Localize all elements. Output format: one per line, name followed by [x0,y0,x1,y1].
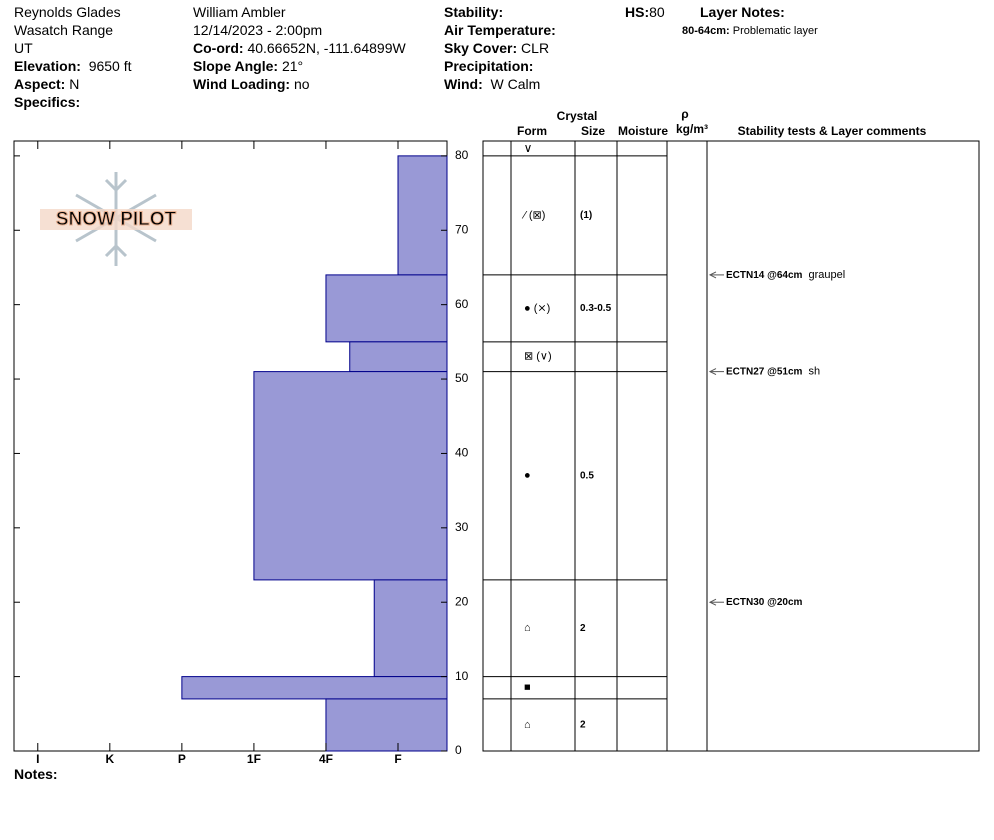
notes: Notes: [14,766,58,782]
label: Aspect: [14,76,66,92]
value: no [293,76,310,92]
y-tick-label: 20 [455,594,469,608]
layer-notes: Layer Notes: [700,4,785,20]
y-tick-label: 70 [455,222,469,236]
specifics: Specifics: [14,94,81,110]
test-arrowhead [708,271,717,279]
x-tick-label: P [178,752,186,766]
precip: Precipitation: [444,58,534,74]
wind: Wind: W Calm [444,75,540,93]
y-tick-label: 40 [455,446,469,460]
comments-header: Stability tests & Layer comments [738,124,927,138]
crystal-form: ⊠ (∨) [524,351,552,363]
label: Elevation: [14,58,81,74]
layer-note: 80-64cm: Problematic layer [682,22,818,40]
value: 9650 ft [88,58,132,74]
y-tick-label: 50 [455,371,469,385]
datetime: 12/14/2023 - 2:00pm [193,22,323,38]
location: Reynolds Glades [14,4,121,20]
value: W Calm [490,76,541,92]
test-result: ECTN27 @51cm sh [726,366,820,378]
value: 80 [649,4,665,20]
test-comment: graupel [808,269,845,281]
test-arrowhead [708,368,717,376]
crystal-size: 2 [580,623,586,634]
x-tick-label: 4F [319,752,333,766]
hs: HS:80 [625,3,665,21]
test-result: ECTN30 @20cm [726,597,803,608]
stability: Stability: [444,4,504,20]
crystal-size: 2 [580,720,586,731]
crystal-header: Crystal [557,109,598,123]
table-columns [510,141,708,751]
crystal-form: ● [524,470,531,482]
slope: Slope Angle: 21° [193,57,303,75]
crystal-form: ■ [524,682,531,694]
hardness-bar [181,676,448,700]
y-tick-label: 0 [455,743,462,757]
crystal-size: 0.3-0.5 [580,303,612,314]
crystal-form: ⁄ (⊠) [521,209,545,221]
label: Slope Angle: [193,58,279,74]
label: 80-64cm: [682,25,730,37]
test-comment: sh [808,366,820,378]
hardness-bar [325,274,448,343]
value: Problematic layer [732,25,818,37]
density-unit: kg/m³ [676,122,708,136]
y-tick-label: 80 [455,148,469,162]
label: Wind Loading: [193,76,291,92]
sky: Sky Cover: CLR [444,39,549,57]
x-tick-label: I [36,752,39,766]
value: N [69,76,80,92]
state: UT [14,40,33,56]
logo-text: SNOW PILOT [56,209,177,230]
label: Wind: [444,76,483,92]
crystal-size: (1) [580,210,592,221]
observer: William Ambler [193,4,286,20]
label: HS: [625,4,650,20]
hardness-bar [373,579,448,678]
test-label: ECTN14 @64cm [726,270,803,281]
hardness-bar [253,371,448,581]
crystal-form: ⌂ [524,719,531,731]
logo-band [40,209,192,230]
hardness-bar [325,698,448,752]
surface-form: ∨ [524,141,533,155]
form-header: Form [517,124,547,138]
wind-loading: Wind Loading: no [193,75,310,93]
aspect: Aspect: N [14,75,79,93]
test-label: ECTN27 @51cm [726,366,803,377]
range: Wasatch Range [14,22,114,38]
x-tick-label: K [105,752,114,766]
value: 21° [281,58,304,74]
x-tick-label: 1F [247,752,261,766]
coord: Co-ord: 40.66652N, -111.64899W [193,39,406,57]
crystal-form: ⌂ [524,622,531,634]
y-tick-label: 60 [455,297,469,311]
x-tick-label: F [394,752,401,766]
crystal-form: ● (⨯) [524,302,550,314]
test-label: ECTN30 @20cm [726,597,803,608]
y-tick-label: 10 [455,669,469,683]
y-tick-label: 30 [455,520,469,534]
size-header: Size [581,124,605,138]
air-temp: Air Temperature: [444,22,556,38]
table-frame [482,140,980,752]
density-header: ρ [681,107,688,121]
hardness-bar [349,341,448,373]
elevation: Elevation: 9650 ft [14,57,132,75]
label: Co-ord: [193,40,244,56]
test-arrowhead [708,598,717,606]
value: CLR [521,40,550,56]
label: Sky Cover: [444,40,518,56]
test-result: ECTN14 @64cm graupel [726,269,845,281]
hardness-bar [397,155,448,276]
moisture-header: Moisture [618,124,668,138]
value: 40.66652N, -111.64899W [247,40,406,56]
crystal-size: 0.5 [580,470,594,481]
